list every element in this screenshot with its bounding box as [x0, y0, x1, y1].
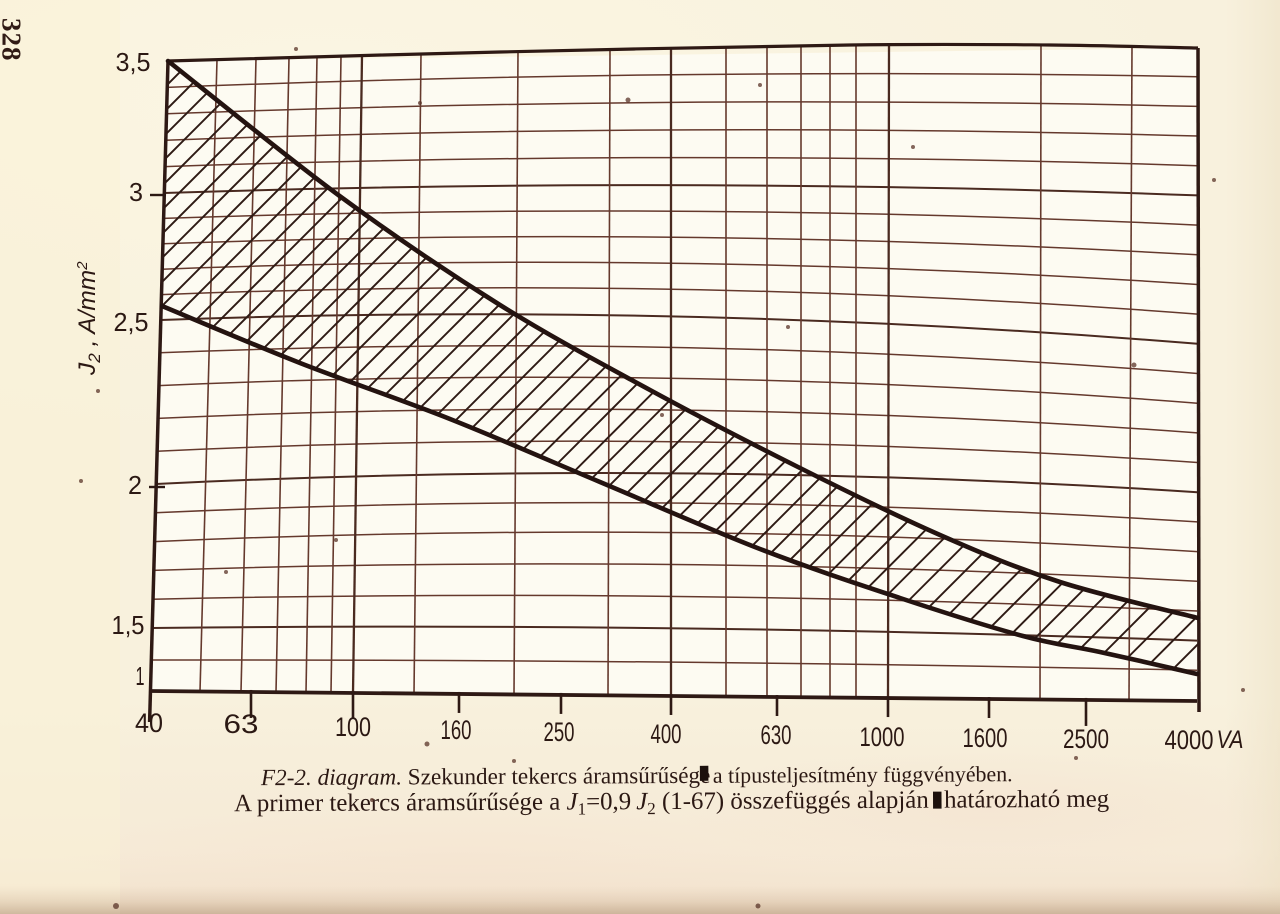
svg-text:250: 250 [544, 717, 575, 747]
svg-text:2500: 2500 [1063, 724, 1109, 754]
svg-text:630: 630 [761, 720, 792, 750]
svg-text:F2-2. diagram. Szekunder teker: F2-2. diagram. Szekunder tekercs áramsűr… [260, 763, 711, 791]
svg-text:1000: 1000 [860, 722, 905, 752]
svg-text:40: 40 [135, 708, 163, 738]
svg-text:határozható meg: határozható meg [944, 786, 1109, 814]
svg-text:2: 2 [128, 470, 142, 500]
svg-text:100: 100 [335, 712, 371, 742]
svg-text:J2 , A/mm2: J2 , A/mm2 [74, 261, 104, 376]
svg-text:VA: VA [1217, 726, 1244, 754]
svg-text:63: 63 [224, 709, 259, 739]
svg-text:2,5: 2,5 [114, 307, 149, 337]
svg-text:400: 400 [651, 719, 682, 749]
svg-text:1600: 1600 [963, 723, 1008, 753]
svg-text:328: 328 [0, 18, 27, 62]
svg-text:1,5: 1,5 [112, 610, 145, 640]
svg-text:1: 1 [136, 661, 145, 691]
svg-text:160: 160 [441, 715, 472, 745]
svg-text:3,5: 3,5 [116, 47, 151, 77]
svg-text:3: 3 [129, 177, 143, 207]
svg-text:4000: 4000 [1165, 725, 1214, 755]
svg-text:a típusteljesítmény függvényéb: a típusteljesítmény függvényében. [713, 761, 1013, 788]
